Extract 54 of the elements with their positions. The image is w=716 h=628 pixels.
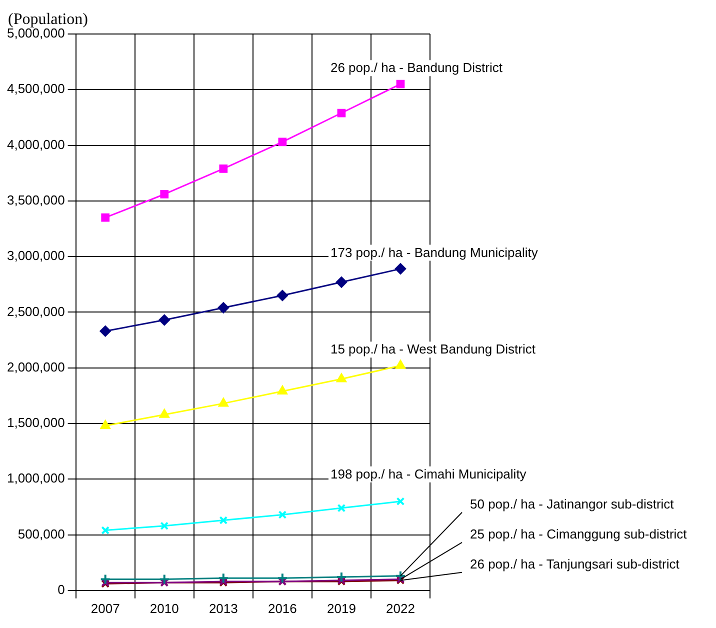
point — [100, 574, 111, 585]
annotation: 26 pop./ ha - Tanjungsari sub-district — [470, 556, 680, 572]
annotation: 198 pop./ ha - Cimahi Municipality — [330, 466, 527, 482]
point — [278, 386, 288, 394]
y-tick-label: 4,000,000 — [6, 136, 65, 152]
point — [278, 510, 287, 519]
point — [101, 213, 110, 222]
point — [337, 108, 346, 118]
point — [337, 504, 346, 512]
x-tick-label: 2013 — [208, 600, 238, 616]
point — [396, 80, 405, 88]
annotation: 26 pop./ ha - Bandung District — [330, 60, 503, 76]
y-tick-label: 3,500,000 — [6, 192, 65, 208]
y-tick-label: 2,000,000 — [6, 359, 65, 374]
point — [396, 360, 406, 369]
point — [100, 326, 111, 337]
point — [394, 263, 406, 274]
y-tick-label: 2,500,000 — [6, 304, 65, 319]
y-axis-title: (Population) — [8, 11, 88, 28]
point — [278, 138, 287, 146]
x-tick-label: 2022 — [386, 600, 415, 616]
x-tick-label: 2016 — [268, 600, 297, 616]
point — [276, 290, 288, 302]
point — [158, 574, 170, 585]
point — [218, 572, 229, 584]
point — [158, 314, 170, 326]
point — [336, 572, 347, 583]
point — [336, 276, 347, 288]
x-tick-label: 2010 — [150, 600, 179, 616]
point — [159, 409, 170, 418]
point — [219, 164, 228, 173]
point — [394, 570, 406, 582]
point — [396, 497, 405, 506]
point — [336, 373, 346, 382]
y-tick-label: 1,000,000 — [6, 470, 65, 486]
x-tick-label: 2007 — [90, 600, 120, 616]
point — [101, 526, 110, 534]
y-tick-label: 500,000 — [18, 526, 65, 542]
x-tick-label: 2019 — [326, 600, 356, 616]
point — [160, 522, 169, 530]
point — [218, 398, 228, 407]
annotation: 50 pop./ ha - Jatinangor sub-district — [470, 496, 674, 512]
annotation: 173 pop./ ha - Bandung Municipality — [330, 244, 538, 260]
annotation: 25 pop./ ha - Cimanggung sub-district — [470, 526, 688, 542]
point — [160, 190, 169, 198]
point — [219, 516, 228, 524]
y-tick-label: 0 — [58, 582, 65, 597]
y-tick-label: 3,000,000 — [6, 248, 65, 264]
point — [276, 572, 288, 584]
annotation: 15 pop./ ha - West Bandung District — [330, 342, 536, 357]
point — [100, 420, 110, 429]
y-tick-label: 4,500,000 — [6, 81, 65, 96]
point — [218, 302, 229, 314]
y-tick-label: 1,500,000 — [6, 415, 65, 430]
